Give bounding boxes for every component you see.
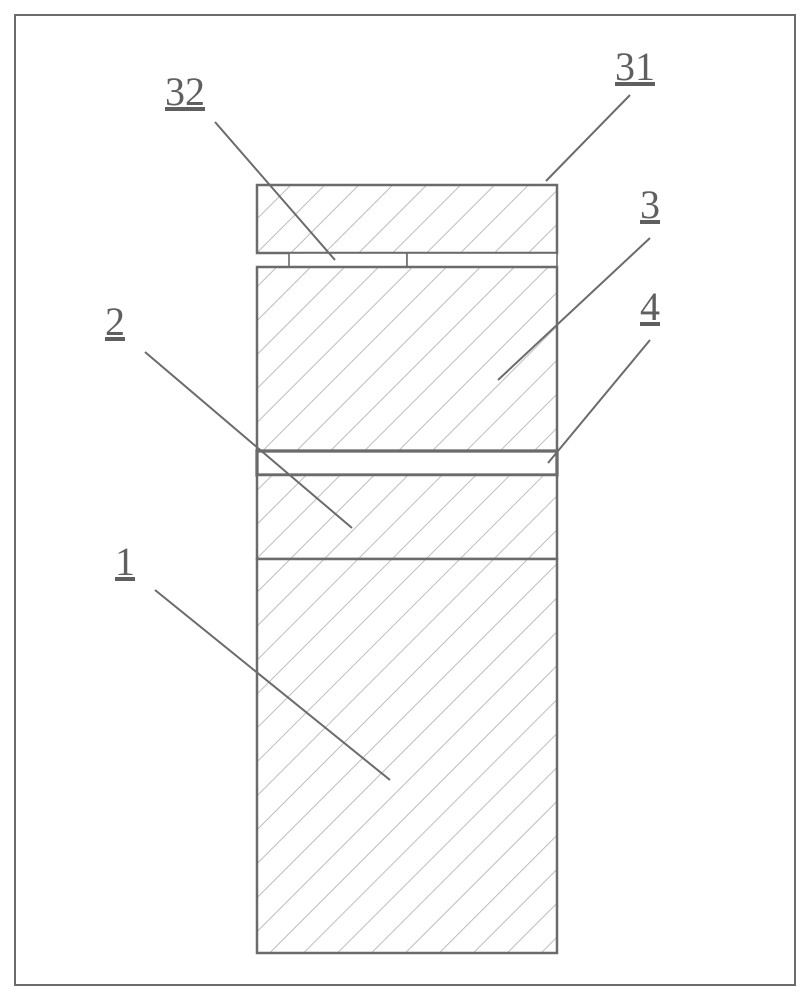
block-2 (257, 475, 557, 559)
label-3-label: 3 (640, 182, 660, 227)
label-31-label: 31 (615, 44, 655, 89)
block-3 (257, 267, 557, 451)
diagram-canvas: 31 32 3 4 2 1 (0, 0, 810, 1000)
label-2-label: 2 (105, 299, 125, 344)
label-1-label: 1 (115, 539, 135, 584)
label-4-label: 4 (640, 284, 660, 329)
block-31 (257, 185, 557, 253)
gap-segment-right (407, 253, 557, 267)
label-31-leader (546, 95, 630, 181)
label-32-label: 32 (165, 69, 205, 114)
block-1 (257, 559, 557, 953)
gap-segment-left (289, 253, 407, 267)
label-4-leader (548, 340, 650, 463)
block-4 (257, 451, 557, 475)
